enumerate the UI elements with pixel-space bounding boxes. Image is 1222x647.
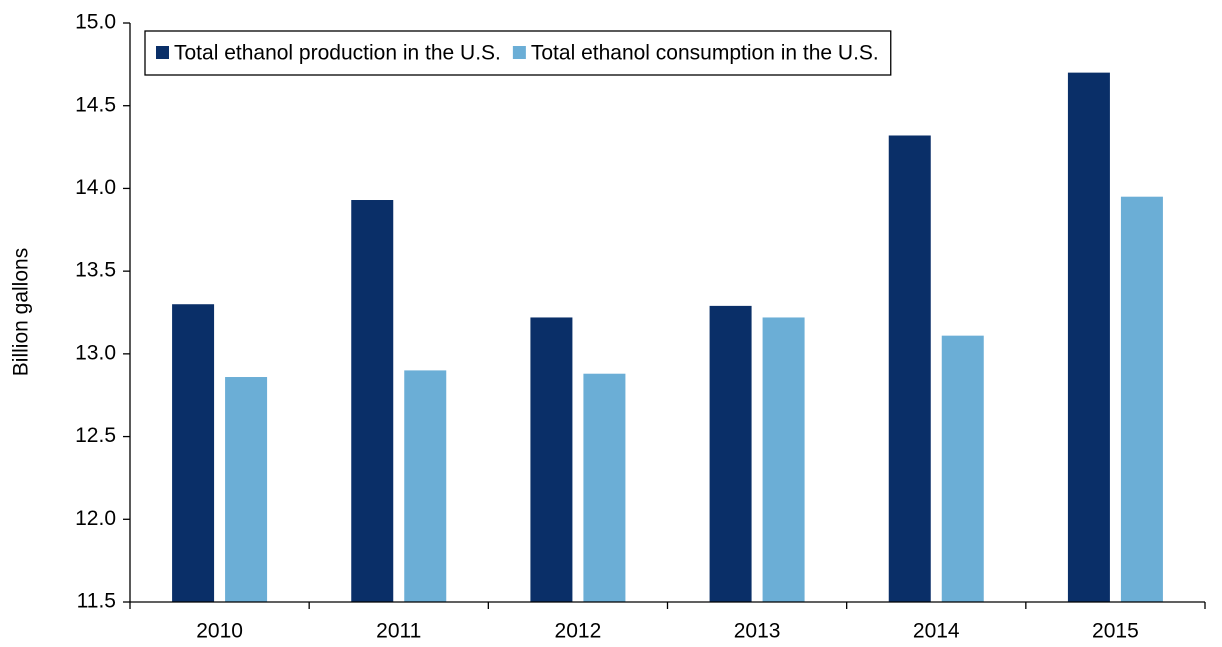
x-tick-label: 2012 bbox=[555, 620, 602, 643]
legend: Total ethanol production in the U.S. Tota… bbox=[144, 30, 892, 76]
y-tick-label: 15.0 bbox=[75, 11, 116, 34]
x-tick-label: 2011 bbox=[376, 620, 421, 643]
y-tick-label: 12.5 bbox=[75, 424, 116, 447]
bar bbox=[762, 317, 805, 602]
legend-label: Total ethanol production in the U.S. bbox=[174, 42, 501, 65]
legend-label: Total ethanol consumption in the U.S. bbox=[531, 42, 879, 65]
legend-swatch bbox=[156, 46, 169, 59]
bar bbox=[1067, 72, 1110, 603]
bar bbox=[351, 200, 394, 602]
y-tick-label: 11.5 bbox=[77, 590, 116, 613]
bar bbox=[1120, 196, 1163, 602]
bar bbox=[709, 305, 752, 602]
y-tick-label: 12.0 bbox=[75, 507, 116, 530]
bar bbox=[404, 370, 447, 602]
y-tick-label: 13.0 bbox=[75, 341, 116, 364]
bar bbox=[172, 304, 215, 602]
x-tick-label: 2013 bbox=[734, 620, 781, 643]
bar bbox=[530, 317, 573, 602]
x-tick-label: 2010 bbox=[196, 620, 243, 643]
y-tick-label: 13.5 bbox=[75, 259, 116, 282]
bar bbox=[225, 377, 268, 602]
bar bbox=[888, 135, 931, 602]
y-tick-label: 14.5 bbox=[75, 93, 116, 116]
x-tick-label: 2014 bbox=[913, 620, 960, 643]
bar bbox=[941, 335, 984, 602]
y-axis-label: Billion gallons bbox=[10, 248, 33, 376]
bar bbox=[583, 373, 626, 602]
x-tick-label: 2015 bbox=[1092, 620, 1139, 643]
y-tick-label: 14.0 bbox=[75, 176, 116, 199]
legend-swatch bbox=[512, 46, 526, 59]
